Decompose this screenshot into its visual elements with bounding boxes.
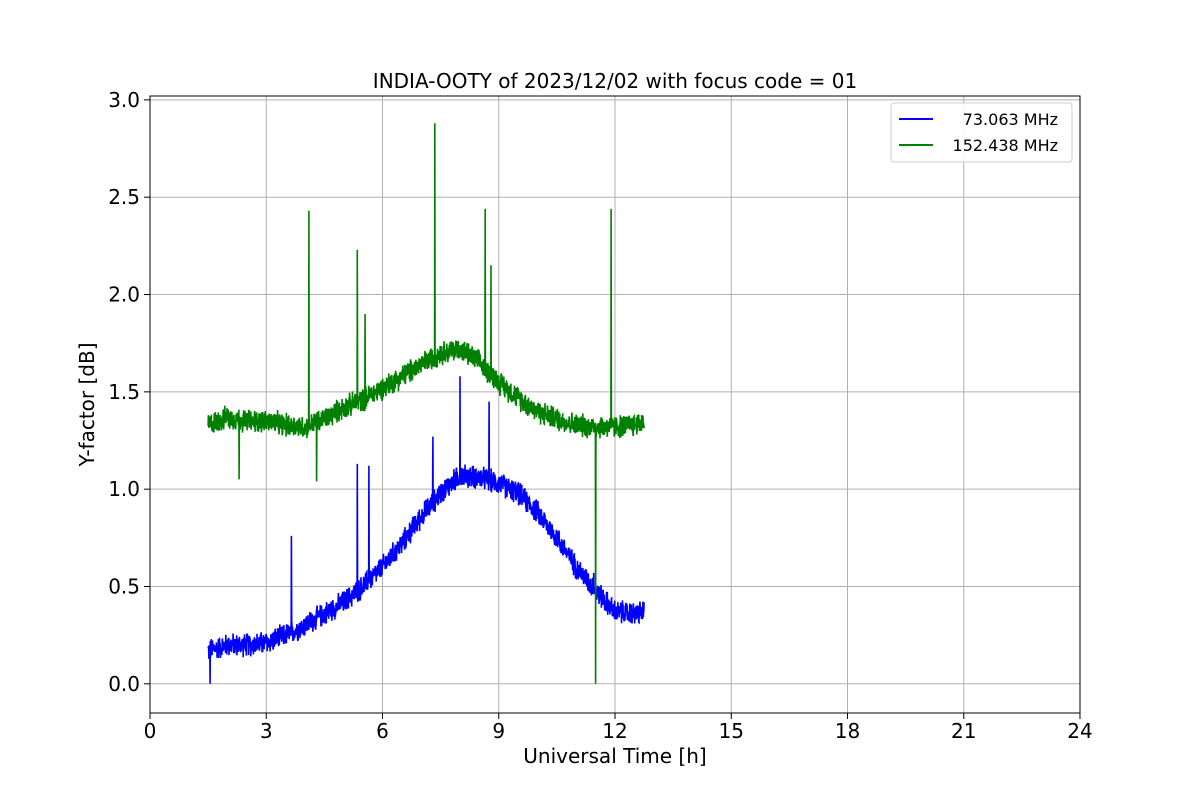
ticks: 0 3 6 9 12 15 18 21 24 0.0 0.5 1.0 1.5 2.0 2.5 3.0 bbox=[108, 88, 1093, 743]
x-tick-label: 15 bbox=[719, 719, 744, 743]
legend: 73.063 MHz 152.438 MHz bbox=[890, 102, 1073, 163]
y-tick-label: 2.0 bbox=[108, 283, 140, 307]
x-axis-title: Universal Time [h] bbox=[523, 744, 706, 768]
series-layer bbox=[207, 123, 645, 684]
x-tick-label: 18 bbox=[835, 719, 860, 743]
x-tick-label: 3 bbox=[260, 719, 273, 743]
y-tick-label: 1.0 bbox=[108, 477, 140, 501]
x-tick-label: 0 bbox=[144, 719, 157, 743]
x-tick-label: 24 bbox=[1067, 719, 1092, 743]
legend-label: 152.438 MHz bbox=[953, 136, 1058, 155]
x-tick-label: 12 bbox=[602, 719, 627, 743]
legend-label: 73.063 MHz bbox=[963, 110, 1058, 129]
x-tick-label: 9 bbox=[492, 719, 505, 743]
x-tick-label: 6 bbox=[376, 719, 389, 743]
y-tick-label: 0.5 bbox=[108, 574, 140, 598]
y-tick-label: 2.5 bbox=[108, 185, 140, 209]
legend-box bbox=[890, 102, 1073, 163]
y-axis-title: Y-factor [dB] bbox=[75, 342, 99, 467]
chart-title: INDIA-OOTY of 2023/12/02 with focus code… bbox=[373, 69, 857, 93]
x-tick-label: 21 bbox=[951, 719, 976, 743]
y-tick-label: 0.0 bbox=[108, 672, 140, 696]
y-tick-label: 3.0 bbox=[108, 88, 140, 112]
series-line-blue bbox=[207, 376, 645, 684]
y-tick-label: 1.5 bbox=[108, 380, 140, 404]
series-line-green bbox=[207, 123, 645, 684]
